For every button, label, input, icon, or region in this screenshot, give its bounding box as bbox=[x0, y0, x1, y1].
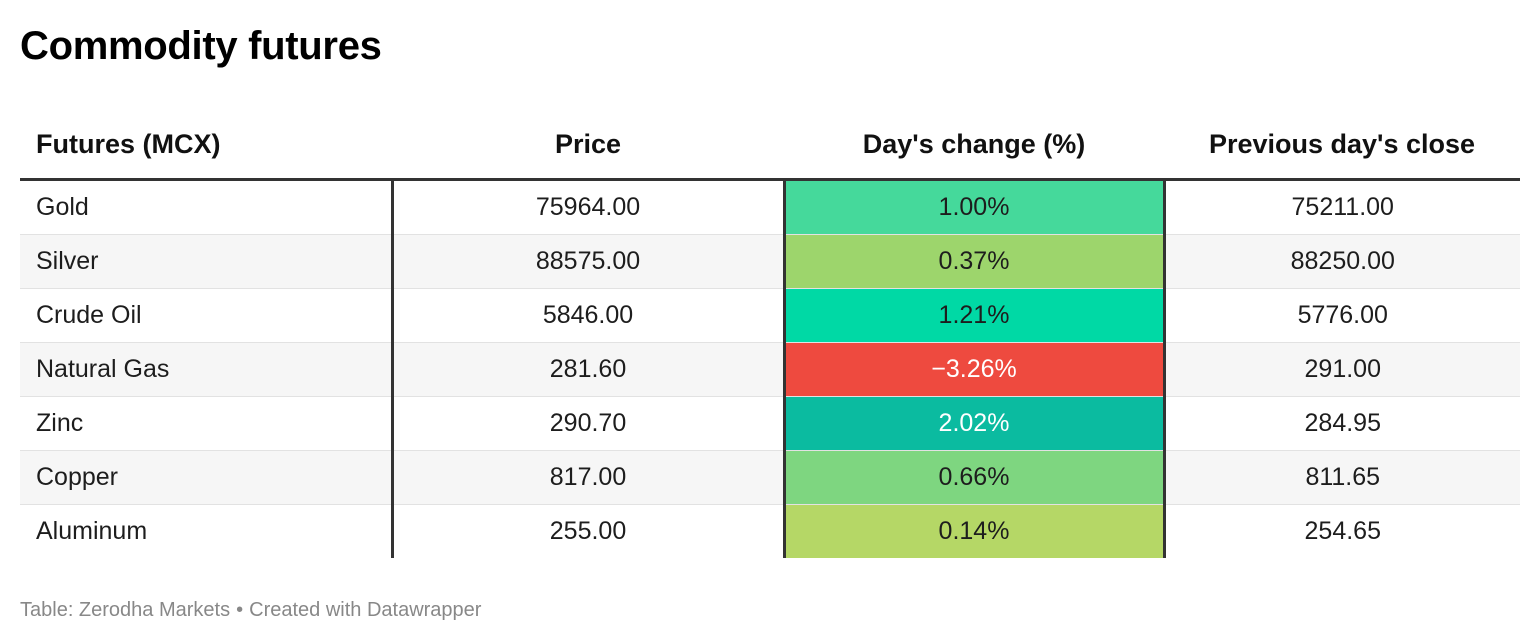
cell-day-change: 2.02% bbox=[784, 396, 1166, 451]
table-header: Futures (MCX) Price Day's change (%) Pre… bbox=[20, 110, 1520, 181]
table-row: Aluminum 255.00 0.14% 254.65 bbox=[20, 504, 1520, 558]
cell-previous-close: 811.65 bbox=[1164, 450, 1520, 505]
cell-previous-close: 284.95 bbox=[1164, 396, 1520, 451]
column-header-change[interactable]: Day's change (%) bbox=[784, 110, 1164, 181]
cell-commodity-name: Gold bbox=[20, 179, 394, 235]
cell-previous-close: 291.00 bbox=[1164, 342, 1520, 397]
cell-price: 281.60 bbox=[392, 342, 786, 397]
cell-day-change: −3.26% bbox=[784, 342, 1166, 397]
table-row: Copper 817.00 0.66% 811.65 bbox=[20, 450, 1520, 505]
cell-commodity-name: Natural Gas bbox=[20, 342, 394, 397]
cell-commodity-name: Silver bbox=[20, 234, 394, 289]
footer-separator: • bbox=[236, 599, 244, 621]
table-title: Commodity futures bbox=[20, 24, 382, 68]
table-body: Gold 75964.00 1.00% 75211.00 Silver 88575.00 0… bbox=[20, 179, 1520, 558]
cell-previous-close: 254.65 bbox=[1304, 517, 1381, 545]
table-footer: Table: Zerodha Markets • Created with Data… bbox=[20, 598, 481, 622]
cell-day-change: 1.00% bbox=[784, 179, 1166, 235]
cell-price: 88575.00 bbox=[392, 234, 786, 289]
cell-commodity-name: Zinc bbox=[20, 396, 394, 451]
table-row: Zinc 290.70 2.02% 284.95 bbox=[20, 396, 1520, 451]
column-header-price[interactable]: Price bbox=[392, 110, 784, 181]
column-header-prev-close[interactable]: Previous day's close bbox=[1164, 110, 1520, 181]
commodity-table: Futures (MCX) Price Day's change (%) Pre… bbox=[20, 110, 1520, 558]
cell-commodity-name: Aluminum bbox=[20, 504, 394, 558]
cell-commodity-name: Crude Oil bbox=[20, 288, 394, 343]
cell-commodity-name: Copper bbox=[20, 450, 394, 505]
cell-price: 75964.00 bbox=[392, 179, 786, 235]
cell-day-change: 1.21% bbox=[784, 288, 1166, 343]
cell-price: 817.00 bbox=[392, 450, 786, 505]
column-header-futures[interactable]: Futures (MCX) bbox=[20, 110, 392, 181]
cell-price: 5846.00 bbox=[392, 288, 786, 343]
table-row: Natural Gas 281.60 −3.26% 291.00 bbox=[20, 342, 1520, 397]
cell-previous-close: 5776.00 bbox=[1164, 288, 1520, 343]
cell-day-change: 0.14% bbox=[784, 504, 1166, 558]
cell-day-change: 0.66% bbox=[784, 450, 1166, 505]
header-row: Futures (MCX) Price Day's change (%) Pre… bbox=[20, 110, 1520, 181]
table-row: Crude Oil 5846.00 1.21% 5776.00 bbox=[20, 288, 1520, 343]
table-row: Silver 88575.00 0.37% 88250.00 bbox=[20, 234, 1520, 289]
table-row: Gold 75964.00 1.00% 75211.00 bbox=[20, 179, 1520, 235]
cell-price: 290.70 bbox=[392, 396, 786, 451]
source-note: Table: Zerodha Markets bbox=[20, 599, 231, 621]
cell-price: 255.00 bbox=[392, 504, 786, 558]
credit-link[interactable]: Created with Datawrapper bbox=[249, 599, 482, 621]
cell-previous-close: 75211.00 bbox=[1164, 179, 1520, 235]
cell-day-change: 0.37% bbox=[784, 234, 1166, 289]
data-table-container: Futures (MCX) Price Day's change (%) Pre… bbox=[20, 110, 1520, 558]
cell-previous-close: 88250.00 bbox=[1164, 234, 1520, 289]
